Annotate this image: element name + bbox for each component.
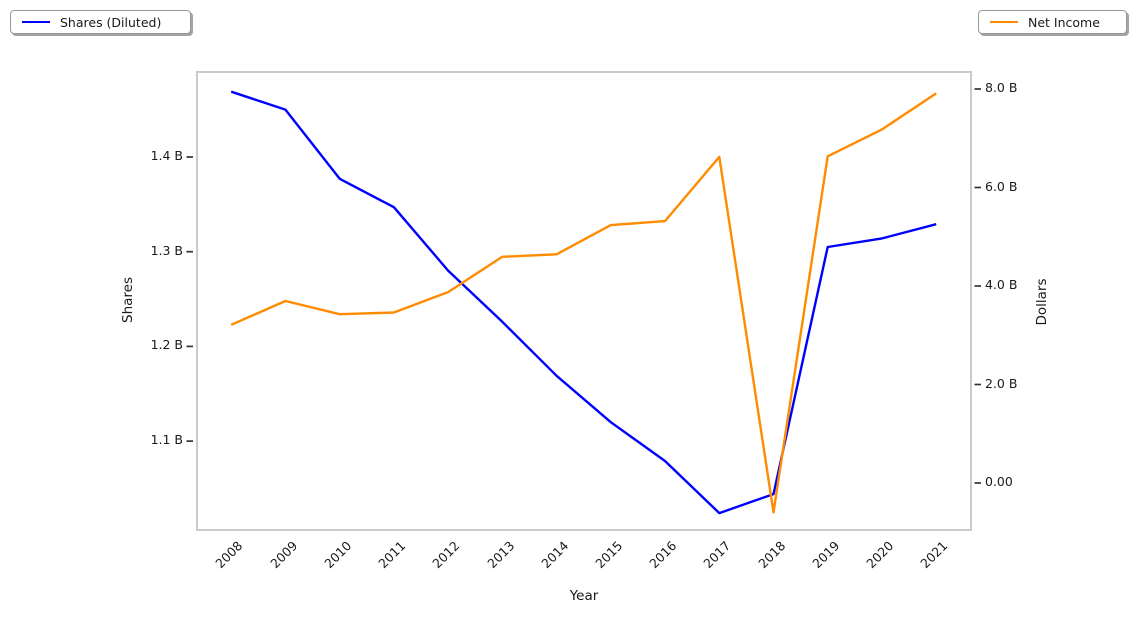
net-income-line-swatch bbox=[990, 20, 1018, 24]
left-axis-tick-label: 1.2 B bbox=[150, 337, 183, 353]
x-axis-tick-label: 2019 bbox=[809, 538, 843, 572]
x-axis-tick-label: 2018 bbox=[755, 538, 789, 572]
right-axis-tick-label: 2.0 B bbox=[985, 375, 1018, 391]
x-axis-tick-label: 2011 bbox=[375, 538, 409, 572]
right-axis-tick-label: 6.0 B bbox=[985, 178, 1018, 194]
left-axis-tick-label: 1.3 B bbox=[150, 242, 183, 258]
legend-net-income[interactable]: Net Income bbox=[978, 10, 1127, 34]
x-axis-tick-label: 2021 bbox=[917, 538, 951, 572]
legend-shares-label: Shares (Diluted) bbox=[60, 14, 162, 30]
right-axis-tick-label: 0.00 bbox=[985, 474, 1013, 489]
right-axis-tick-label: 4.0 B bbox=[985, 277, 1018, 292]
right-axis-title: Dollars bbox=[1034, 278, 1050, 326]
x-axis-tick-label: 2008 bbox=[212, 538, 246, 572]
x-axis-tick-label: 2015 bbox=[592, 538, 626, 572]
x-axis-tick-label: 2017 bbox=[700, 538, 734, 572]
left-axis-tick-label: 1.4 B bbox=[150, 148, 183, 163]
x-axis-tick-label: 2016 bbox=[646, 538, 680, 572]
left-axis-tick-label: 1.1 B bbox=[150, 432, 183, 448]
left-axis-title: Shares bbox=[120, 277, 136, 323]
x-axis-tick-label: 2009 bbox=[266, 538, 301, 572]
x-axis-tick-label: 2010 bbox=[321, 538, 355, 572]
legend-shares-diluted[interactable]: Shares (Diluted) bbox=[10, 10, 191, 34]
x-axis-tick-label: 2020 bbox=[863, 538, 897, 572]
x-axis-title: Year bbox=[569, 588, 599, 604]
x-axis-tick-label: 2013 bbox=[483, 538, 517, 572]
x-axis-tick-label: 2012 bbox=[429, 538, 463, 572]
legend-net-income-label: Net Income bbox=[1028, 14, 1100, 30]
right-axis-tick-label: 8.0 B bbox=[985, 80, 1018, 95]
shares-line-swatch bbox=[22, 20, 50, 24]
x-axis-tick-label: 2014 bbox=[538, 538, 572, 572]
plot-area bbox=[196, 71, 972, 531]
